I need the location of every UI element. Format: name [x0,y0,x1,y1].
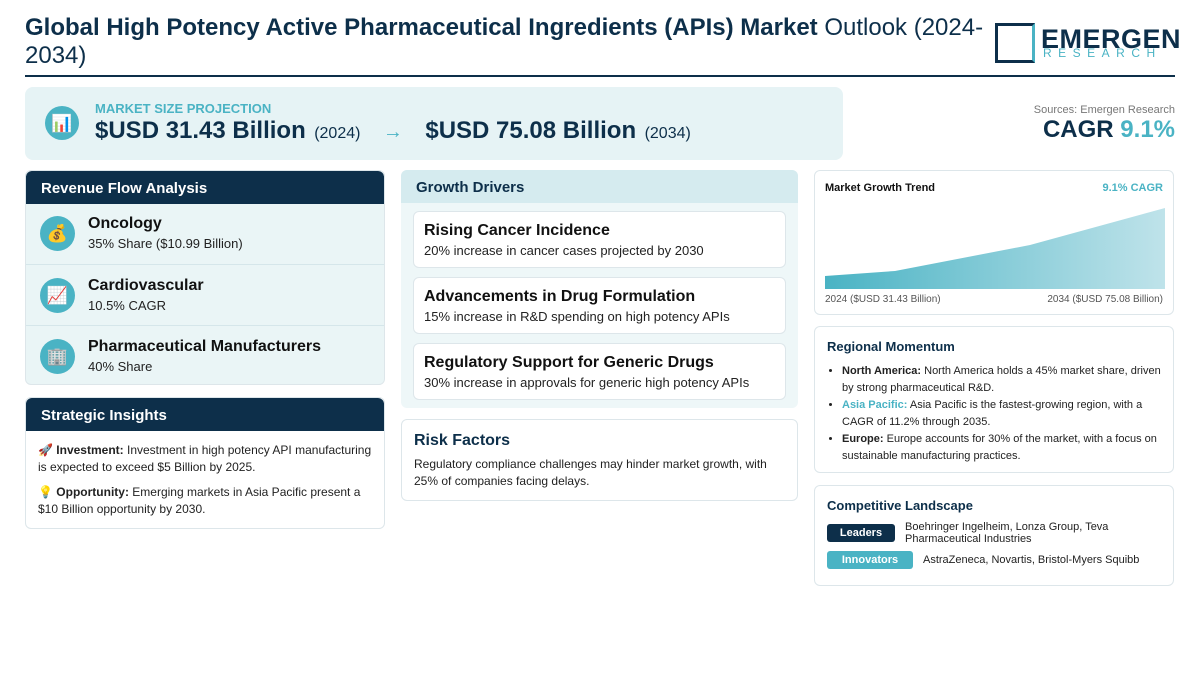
end-label: 2034 ($USD 75.08 Billion) [1047,294,1163,305]
icon: 🚀 [38,443,53,457]
trend-chart [825,208,1165,289]
icon: 📈 [40,278,75,313]
item-detail: 10.5% CAGR [88,298,167,313]
company-names: Boehringer Ingelheim, Lonza Group, Teva … [905,521,1109,545]
tag: Innovators [827,551,913,569]
start-label: 2024 ($USD 31.43 Billion) [825,294,941,305]
end-value: $USD 75.08 Billion [425,117,637,144]
item-name: Pharmaceutical Manufacturers [88,338,321,355]
insights-body: 🚀 Investment: Investment in high potency… [26,431,384,537]
region-label: North America: [842,365,922,377]
insight-text: Emerging markets in Asia Pacific present… [38,485,361,516]
risk-text: Regulatory compliance challenges may hin… [414,457,767,488]
driver-name: Advancements in Drug Formulation [424,288,696,305]
driver: Regulatory Support for Generic Drugs 30% … [413,343,786,400]
insight-label: Investment: [56,443,124,457]
panel-title: Market Growth Trend [825,182,936,194]
driver-detail: 15% increase in R&D spending on high pot… [424,309,730,324]
insight-text: Investment in high potency API manufactu… [38,443,372,474]
icon: 📊 [45,106,79,140]
insight: 💡 Opportunity: Emerging markets in Asia … [38,484,372,518]
competitive-panel: Competitive Landscape Leaders Boehringer… [814,485,1174,586]
driver-name: Rising Cancer Incidence [424,222,610,239]
cagr-value: 9.1% [1120,116,1175,143]
cagr-label: CAGR [1042,116,1114,143]
region-text: Asia Pacific is the fastest-growing regi… [842,399,1143,428]
arrow: → [382,121,403,143]
revenue-item: 💰 Oncology 35% Share ($10.99 Billion) [26,203,384,264]
region: Asia Pacific: Asia Pacific is the fastes… [842,397,1161,430]
panel-title: Regional Momentum [827,339,955,354]
driver-name: Regulatory Support for Generic Drugs [424,354,714,371]
risk-panel: Risk Factors Regulatory compliance chall… [401,419,798,501]
title-rest: Outlook (2024-2034) [25,14,984,69]
start-year: (2024) [314,125,361,142]
panel-title: Revenue Flow Analysis [26,171,384,204]
start-value: $USD 31.43 Billion [95,117,306,144]
divider [25,75,1175,77]
label: MARKET SIZE PROJECTION [95,101,272,116]
driver-detail: 30% increase in approvals for generic hi… [424,375,750,390]
panel-title: Strategic Insights [26,398,384,431]
panel-title: Risk Factors [414,432,511,449]
item-name: Cardiovascular [88,277,204,294]
end-year: (2034) [644,125,691,142]
logo-text: EMERGEN [1041,24,1182,54]
driver: Rising Cancer Incidence 20% increase in c… [413,211,786,268]
drivers-panel: Growth Drivers Rising Cancer Incidence 20… [401,170,798,408]
region: North America: North America holds a 45%… [842,363,1161,396]
icon: 💰 [40,216,75,251]
regional-panel: Regional Momentum North America: North A… [814,326,1174,473]
logo-mark [995,23,1035,63]
revenue-item: 🏢 Pharmaceutical Manufacturers 40% Share [26,325,384,384]
region-text: Europe accounts for 30% of the market, w… [842,433,1157,462]
insight-label: Opportunity: [56,485,129,499]
icon: 🏢 [40,339,75,374]
source: Sources: Emergen Research [1033,104,1175,116]
driver-detail: 20% increase in cancer cases projected b… [424,243,704,258]
icon: 💡 [38,485,53,499]
region-list: North America: North America holds a 45%… [827,363,1161,464]
trend-badge: 9.1% CAGR [1102,182,1163,194]
values: $USD 31.43 Billion (2024) → $USD 75.08 B… [95,117,691,145]
trend-panel: Market Growth Trend 9.1% CAGR 2024 ($USD… [814,170,1174,315]
logo-subtext: RESEARCH [1043,46,1162,60]
title-bold: Global High Potency Active Pharmaceutica… [25,14,818,41]
panel-title: Competitive Landscape [827,498,973,513]
item-detail: 35% Share ($10.99 Billion) [88,236,243,251]
driver: Advancements in Drug Formulation 15% incr… [413,277,786,334]
trend-area [825,208,1165,289]
title: Global High Potency Active Pharmaceutica… [25,14,990,70]
item-name: Oncology [88,215,162,232]
company-names: AstraZeneca, Novartis, Bristol-Myers Squ… [923,554,1140,566]
region-text: North America holds a 45% market share, … [842,365,1161,394]
item-detail: 40% Share [88,359,153,374]
revenue-panel: Revenue Flow Analysis 💰 Oncology 35% Share… [25,170,385,385]
tag: Leaders [827,524,895,542]
revenue-item: 📈 Cardiovascular 10.5% CAGR [26,264,384,325]
panel-title: Growth Drivers [401,170,798,203]
region-label: Europe: [842,433,884,445]
insight: 🚀 Investment: Investment in high potency… [38,442,372,476]
region-label: Asia Pacific: [842,399,908,411]
region: Europe: Europe accounts for 30% of the m… [842,431,1161,464]
insights-panel: Strategic Insights 🚀 Investment: Investm… [25,397,385,529]
cagr: CAGR 9.1% [1043,116,1175,144]
projection-panel: 📊 MARKET SIZE PROJECTION $USD 31.43 Bill… [25,87,843,160]
